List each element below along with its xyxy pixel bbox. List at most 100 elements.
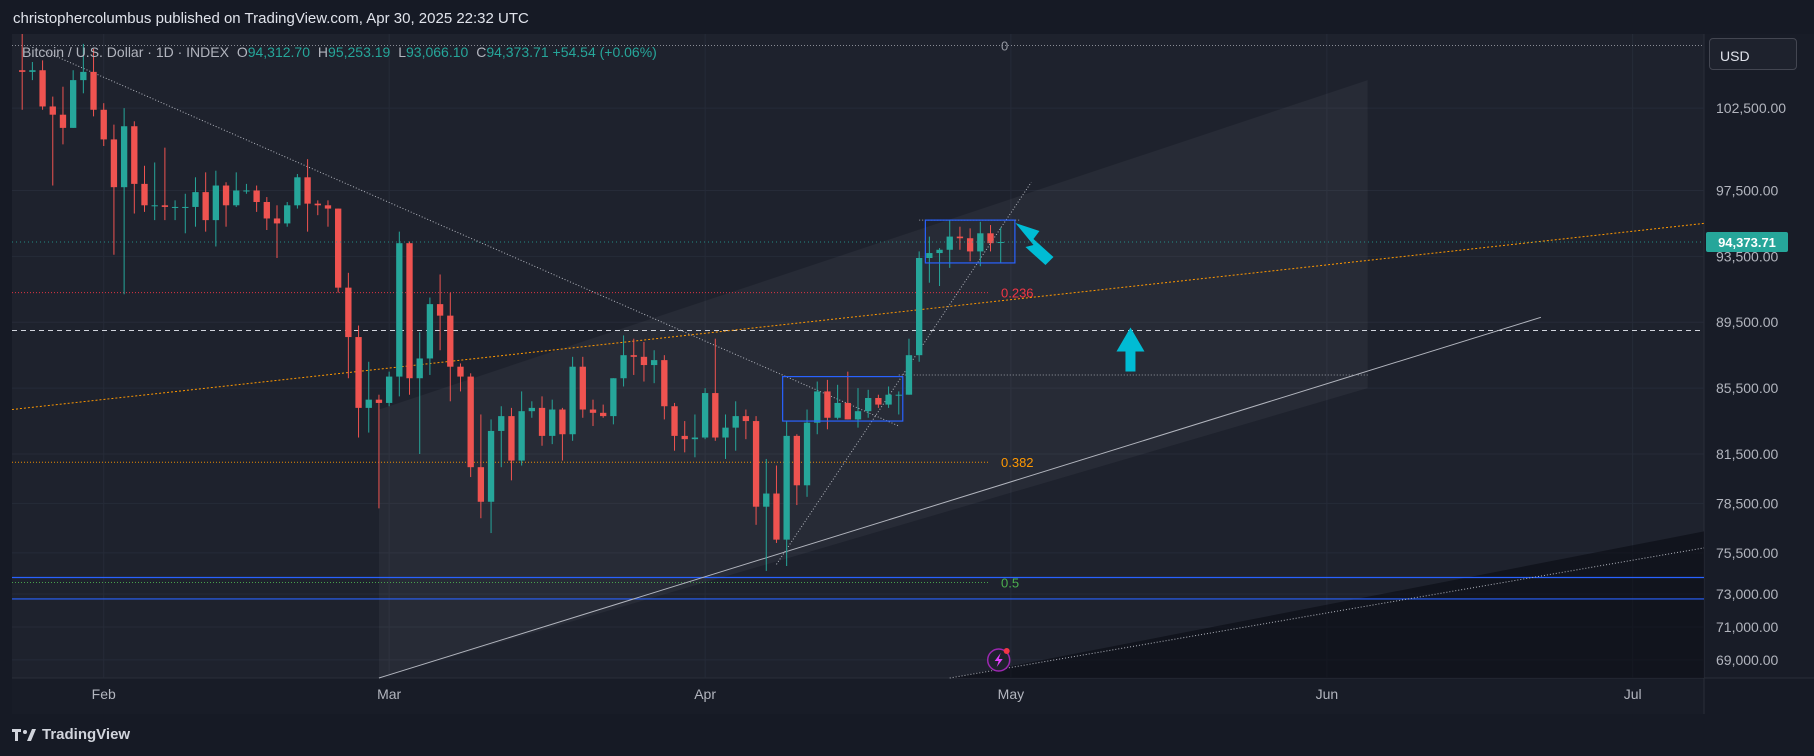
candle[interactable] <box>579 356 586 418</box>
candle[interactable] <box>487 419 495 534</box>
candle[interactable] <box>742 409 750 440</box>
currency-button[interactable]: USD <box>1709 38 1797 70</box>
candle[interactable] <box>365 361 372 433</box>
candle[interactable] <box>803 409 811 497</box>
candle[interactable] <box>80 43 87 94</box>
candle[interactable] <box>406 241 413 395</box>
candle[interactable] <box>763 458 770 571</box>
candle[interactable] <box>467 373 474 478</box>
candle[interactable] <box>966 228 974 262</box>
candle[interactable] <box>905 338 913 395</box>
candle[interactable] <box>783 421 790 566</box>
candle[interactable] <box>895 391 902 415</box>
time-scale[interactable] <box>12 678 1704 714</box>
candle[interactable] <box>538 396 546 446</box>
candle[interactable] <box>39 60 46 110</box>
candle[interactable] <box>773 465 780 543</box>
rising-trend-line[interactable] <box>378 316 1542 679</box>
candle[interactable] <box>263 197 270 230</box>
candle[interactable] <box>436 274 444 351</box>
candle[interactable] <box>49 96 56 186</box>
consolidation-box[interactable] <box>924 219 1016 264</box>
candle[interactable] <box>885 386 892 408</box>
candle[interactable] <box>498 406 505 468</box>
candle[interactable] <box>212 170 220 247</box>
candle[interactable] <box>732 401 739 451</box>
candle[interactable] <box>90 48 97 117</box>
candle[interactable] <box>701 388 709 440</box>
candle[interactable] <box>345 272 352 379</box>
candle[interactable] <box>650 350 658 384</box>
candle[interactable] <box>202 172 209 232</box>
candle[interactable] <box>569 356 576 441</box>
candle[interactable] <box>865 389 872 418</box>
candle[interactable] <box>396 231 403 397</box>
candle[interactable] <box>253 185 260 212</box>
candle[interactable] <box>131 121 138 214</box>
candle[interactable] <box>314 200 321 216</box>
price-chart[interactable]: 0 0.236 0.382 0.5 102,500.00 97,500.00 93,500.… <box>0 0 1814 714</box>
candle[interactable] <box>19 34 26 110</box>
candle[interactable] <box>294 174 301 209</box>
up-arrow[interactable] <box>1116 327 1145 372</box>
candle[interactable] <box>691 414 699 458</box>
consolidation-box[interactable] <box>782 375 904 422</box>
candle[interactable] <box>620 335 627 387</box>
candle[interactable] <box>273 205 281 258</box>
candle[interactable] <box>141 165 148 212</box>
candle[interactable] <box>385 371 393 407</box>
candle[interactable] <box>69 70 77 128</box>
candle[interactable] <box>192 177 199 227</box>
candle[interactable] <box>243 183 250 194</box>
last-price-badge[interactable] <box>1706 231 1788 252</box>
candle[interactable] <box>447 292 454 402</box>
candle[interactable] <box>661 355 668 420</box>
pointer-arrow[interactable] <box>1015 223 1054 266</box>
candle[interactable] <box>875 394 882 408</box>
candle[interactable] <box>426 297 434 375</box>
candle[interactable] <box>915 251 923 362</box>
candle[interactable] <box>304 159 311 232</box>
candle[interactable] <box>477 414 485 519</box>
candle[interactable] <box>284 202 291 227</box>
candle[interactable] <box>171 200 179 221</box>
candle[interactable] <box>335 208 342 293</box>
candle[interactable] <box>946 220 953 268</box>
candle[interactable] <box>681 421 688 453</box>
candle[interactable] <box>589 399 597 426</box>
candle[interactable] <box>508 407 515 481</box>
candle[interactable] <box>600 404 607 418</box>
candle[interactable] <box>793 434 801 506</box>
candle[interactable] <box>161 147 169 221</box>
candle[interactable] <box>182 193 189 234</box>
candle[interactable] <box>29 62 36 81</box>
candle[interactable] <box>640 342 648 382</box>
candle[interactable] <box>987 225 994 252</box>
candle[interactable] <box>222 182 230 227</box>
candle[interactable] <box>528 401 535 418</box>
candle[interactable] <box>559 407 566 461</box>
candle[interactable] <box>120 108 128 295</box>
candle[interactable] <box>233 172 240 207</box>
candle[interactable] <box>834 384 841 420</box>
candle[interactable] <box>375 394 383 509</box>
tradingview-logo[interactable]: TradingView <box>12 726 130 743</box>
candle[interactable] <box>722 414 729 459</box>
candle[interactable] <box>630 338 637 375</box>
candle[interactable] <box>151 162 158 221</box>
candle[interactable] <box>671 402 678 451</box>
price-scale[interactable] <box>1704 34 1814 678</box>
candle[interactable] <box>110 124 118 255</box>
candle[interactable] <box>844 371 851 420</box>
candle[interactable] <box>936 248 943 286</box>
candle[interactable] <box>59 86 67 145</box>
candle[interactable] <box>956 226 964 250</box>
candle[interactable] <box>416 332 423 454</box>
candle[interactable] <box>997 227 1004 264</box>
plot-area[interactable] <box>12 34 1704 678</box>
candle[interactable] <box>712 338 719 441</box>
candle[interactable] <box>457 363 464 392</box>
candle[interactable] <box>100 103 107 146</box>
candle[interactable] <box>814 381 821 435</box>
candle[interactable] <box>926 236 933 283</box>
